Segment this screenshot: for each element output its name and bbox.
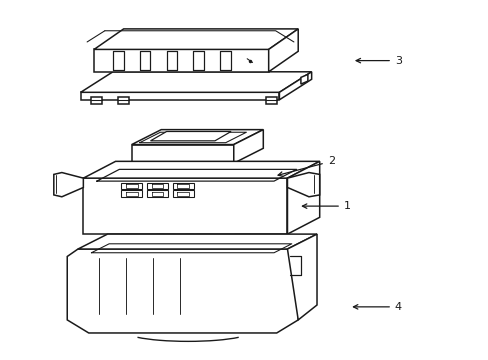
Polygon shape bbox=[81, 72, 311, 92]
Polygon shape bbox=[94, 49, 268, 72]
Polygon shape bbox=[287, 161, 319, 234]
Polygon shape bbox=[83, 178, 287, 234]
Text: 1: 1 bbox=[302, 201, 350, 211]
Polygon shape bbox=[146, 183, 168, 189]
Polygon shape bbox=[67, 249, 298, 333]
Polygon shape bbox=[300, 75, 307, 84]
Polygon shape bbox=[54, 172, 83, 197]
Polygon shape bbox=[131, 130, 263, 145]
Polygon shape bbox=[150, 131, 231, 141]
Polygon shape bbox=[158, 234, 174, 247]
Polygon shape bbox=[268, 29, 298, 72]
Polygon shape bbox=[146, 190, 168, 197]
Text: 2: 2 bbox=[278, 156, 334, 176]
Polygon shape bbox=[91, 97, 102, 104]
Polygon shape bbox=[172, 190, 194, 197]
Polygon shape bbox=[196, 234, 212, 247]
Polygon shape bbox=[265, 97, 276, 104]
Polygon shape bbox=[135, 163, 155, 174]
Polygon shape bbox=[83, 161, 319, 178]
Polygon shape bbox=[210, 163, 229, 174]
Polygon shape bbox=[81, 92, 279, 100]
Polygon shape bbox=[279, 72, 311, 100]
Polygon shape bbox=[185, 234, 193, 255]
Text: 4: 4 bbox=[353, 302, 401, 312]
Text: 3: 3 bbox=[355, 55, 401, 66]
Polygon shape bbox=[287, 234, 316, 320]
Polygon shape bbox=[172, 183, 194, 189]
Polygon shape bbox=[121, 234, 137, 247]
Polygon shape bbox=[131, 145, 233, 163]
Polygon shape bbox=[233, 234, 249, 247]
Polygon shape bbox=[121, 190, 142, 197]
Polygon shape bbox=[287, 172, 319, 197]
Polygon shape bbox=[94, 29, 298, 49]
Polygon shape bbox=[233, 130, 263, 163]
Polygon shape bbox=[121, 183, 142, 189]
Polygon shape bbox=[156, 234, 163, 255]
Polygon shape bbox=[78, 234, 316, 249]
Polygon shape bbox=[118, 97, 129, 104]
